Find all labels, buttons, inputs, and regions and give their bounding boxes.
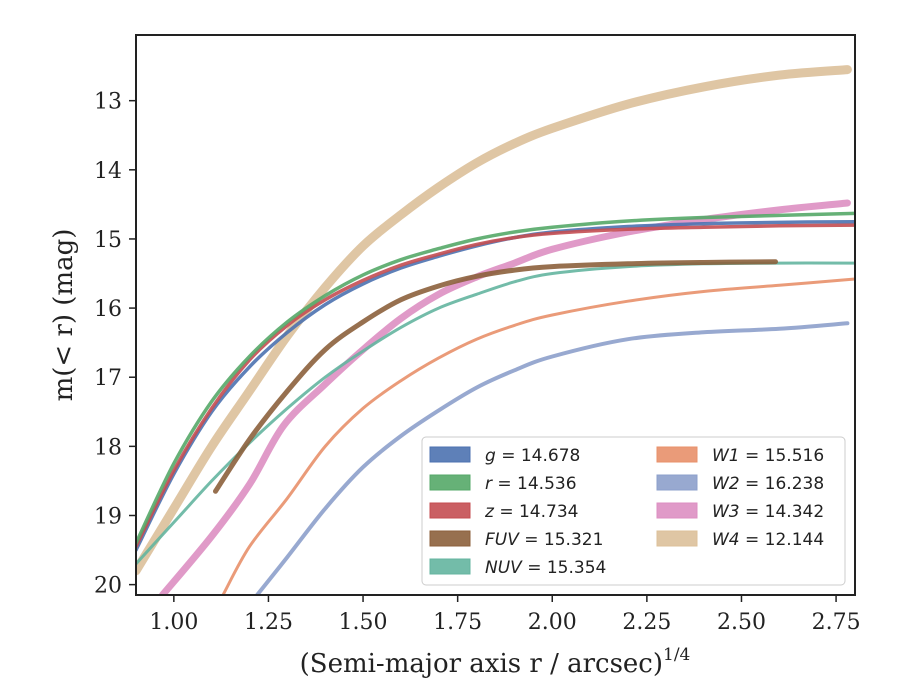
x-tick-label: 1.25 <box>244 610 293 635</box>
y-tick-label: 13 <box>94 90 122 115</box>
series-line-g <box>136 219 855 552</box>
x-axis-label: (Semi-major axis r / arcsec)1/4 <box>300 645 691 679</box>
legend-label-w2: W2 = 16.238 <box>712 474 824 494</box>
x-tick-label: 1.75 <box>433 610 482 635</box>
legend-label-nuv: NUV = 15.354 <box>485 558 606 578</box>
x-tick-label: 1.50 <box>339 610 388 635</box>
series-layer <box>136 65 855 595</box>
legend-label-g: g = 14.678 <box>485 446 580 466</box>
legend-swatch-r <box>429 474 471 491</box>
legend-swatch-z <box>429 502 471 519</box>
legend-swatch-w1 <box>656 446 698 463</box>
series-line-w3 <box>159 199 851 595</box>
legend-swatch-w2 <box>656 474 698 491</box>
legend-label-fuv: FUV = 15.321 <box>485 530 603 550</box>
y-tick-label: 18 <box>94 435 122 460</box>
legend-swatch-g <box>429 446 471 463</box>
x-tick-label: 2.25 <box>622 610 671 635</box>
plot-frame <box>135 34 856 596</box>
legend-swatch-w4 <box>656 530 698 547</box>
legend-swatch-nuv <box>429 558 471 575</box>
legend-label-w4: W4 = 12.144 <box>712 530 824 550</box>
legend-label-w3: W3 = 14.342 <box>712 502 824 522</box>
legend-label-w1: W1 = 15.516 <box>712 446 824 466</box>
x-axis-label-sup: 1/4 <box>663 645 690 665</box>
legend: g = 14.678 r = 14.536 z = 14.734 FUV = 15.3… <box>421 436 846 586</box>
x-tick-label: 2.50 <box>717 610 766 635</box>
legend-swatch-w3 <box>656 502 698 519</box>
series-line-z <box>136 223 855 549</box>
ticks-layer: 1.00 1.25 1.50 1.75 2.00 2.25 2.50 2.75 13 14 15 16… <box>94 90 861 635</box>
y-tick-label: 15 <box>94 228 122 253</box>
series-line-r <box>136 211 855 545</box>
y-tick-label: 14 <box>94 159 122 184</box>
series-line-w2 <box>255 321 850 595</box>
legend-label-z: z = 14.734 <box>484 502 578 522</box>
series-line-w4 <box>136 65 852 576</box>
y-axis-label: m(< r) (mag) <box>49 229 79 402</box>
y-tick-label: 20 <box>94 574 122 599</box>
legend-frame <box>421 436 846 586</box>
series-line-w1 <box>221 277 855 595</box>
legend-label-r: r = 14.536 <box>485 474 577 494</box>
x-tick-label: 2.00 <box>528 610 577 635</box>
x-tick-label: 2.75 <box>812 610 861 635</box>
y-tick-label: 16 <box>94 297 122 322</box>
y-tick-label: 19 <box>94 504 122 529</box>
y-tick-label: 17 <box>94 366 122 391</box>
legend-swatch-fuv <box>429 530 471 547</box>
series-line-fuv <box>213 259 778 494</box>
x-tick-label: 1.00 <box>149 610 198 635</box>
